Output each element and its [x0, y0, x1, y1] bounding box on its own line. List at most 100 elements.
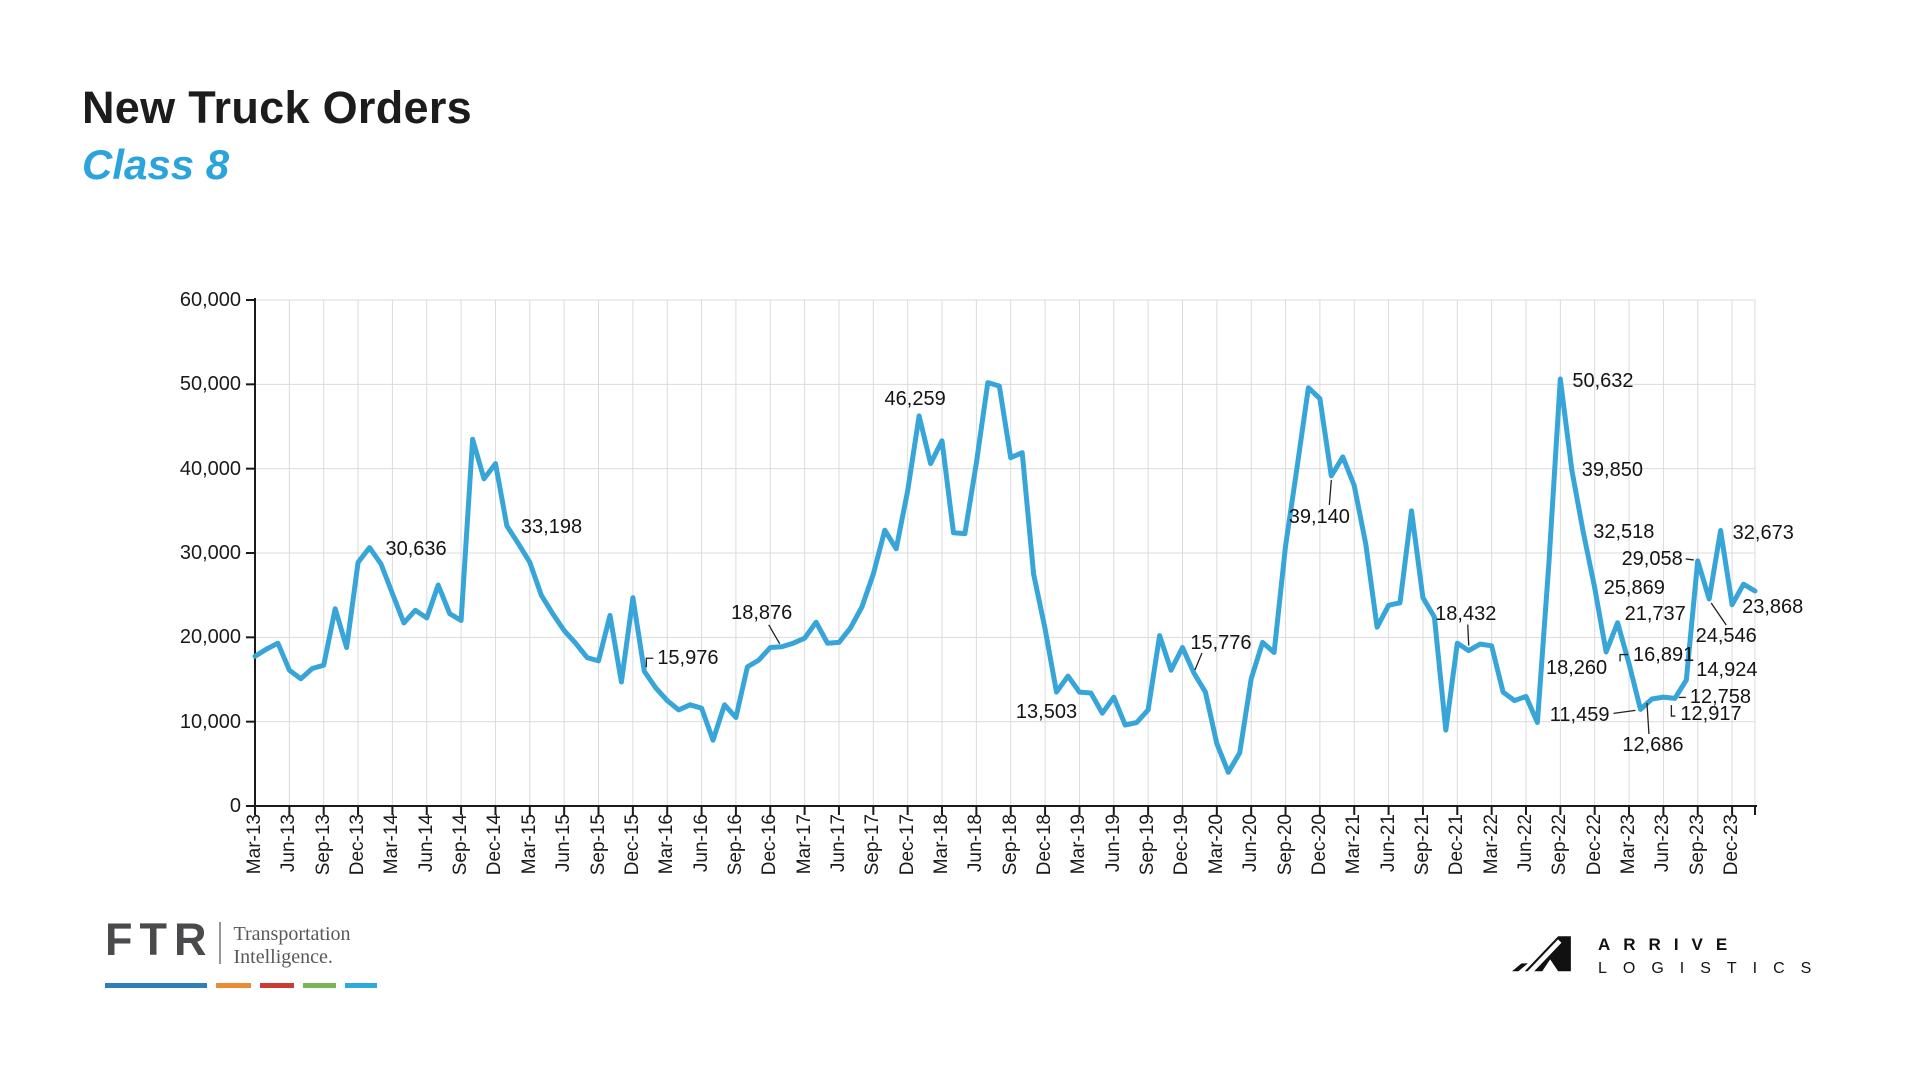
annotation-leader — [645, 657, 654, 668]
x-tick-label: Sep-21 — [1411, 814, 1433, 876]
data-label: 24,546 — [1695, 624, 1757, 647]
annotation-leader — [1710, 602, 1727, 626]
data-label: 18,876 — [731, 601, 793, 624]
arrive-logo-icon — [1512, 936, 1571, 973]
x-tick-label: Sep-15 — [587, 814, 609, 876]
annotation-leader — [1613, 709, 1636, 715]
x-tick-label: Dec-15 — [621, 814, 643, 876]
x-tick-label: Jun-13 — [278, 814, 300, 873]
ftr-color-bars — [105, 983, 386, 988]
x-tick-label: Jun-23 — [1652, 814, 1674, 873]
data-label: 14,924 — [1696, 659, 1758, 682]
x-tick-label: Sep-20 — [1274, 814, 1296, 876]
arrive-logo-line1: ARRIVE — [1598, 935, 1741, 954]
x-tick-label: Jun-20 — [1240, 814, 1262, 873]
x-tick-label: Jun-17 — [827, 814, 849, 873]
data-label: 16,891 — [1633, 643, 1695, 666]
data-label: 50,632 — [1572, 370, 1634, 392]
annotation-leader — [1328, 479, 1332, 505]
ftr-tagline-line1: Transportation — [233, 923, 351, 945]
data-label: 11,459 — [1549, 704, 1610, 727]
x-tick-label: Sep-23 — [1686, 814, 1708, 876]
x-tick-label: Sep-17 — [862, 814, 884, 876]
arrive-logistics-logo: ARRIVE LOGISTICS — [1512, 933, 1827, 978]
data-label: 18,432 — [1435, 602, 1497, 625]
annotation-leader — [1194, 652, 1203, 671]
data-label: 46,259 — [884, 387, 946, 410]
x-tick-label: Sep-13 — [312, 814, 334, 876]
x-tick-label: Mar-21 — [1343, 814, 1365, 875]
data-label: 12,686 — [1622, 734, 1684, 756]
data-label: 15,976 — [657, 647, 719, 670]
x-tick-label: Mar-17 — [793, 814, 815, 875]
y-tick-label: 60,000 — [179, 289, 241, 311]
x-tick-label: Dec-13 — [347, 814, 369, 876]
x-tick-label: Jun-16 — [690, 814, 712, 873]
data-label: 25,869 — [1603, 576, 1665, 599]
x-tick-label: Jun-15 — [553, 814, 575, 873]
ftr-tagline-line2: Intelligence. — [233, 946, 333, 968]
ftr-logo: FTR Transportation Intelligence. — [105, 914, 386, 988]
y-tick-label: 50,000 — [179, 373, 241, 396]
x-tick-label: Mar-23 — [1618, 814, 1640, 875]
x-tick-label: Sep-22 — [1549, 814, 1571, 876]
arrive-logo-line2: LOGISTICS — [1598, 960, 1828, 977]
arrive-logo-text: ARRIVE LOGISTICS — [1598, 933, 1827, 978]
x-tick-label: Dec-17 — [896, 814, 918, 876]
x-tick-label: Mar-19 — [1068, 814, 1090, 875]
x-tick-label: Dec-20 — [1308, 814, 1330, 876]
x-tick-label: Sep-18 — [999, 814, 1021, 876]
x-tick-label: Sep-16 — [724, 814, 746, 876]
annotation-leader — [768, 624, 781, 645]
ftr-color-bar — [303, 983, 336, 988]
data-label: 29,058 — [1621, 547, 1683, 570]
x-tick-label: Dec-22 — [1583, 814, 1605, 876]
ftr-color-bar — [260, 983, 294, 988]
x-tick-label: Mar-22 — [1480, 814, 1502, 875]
data-label: 12,758 — [1689, 686, 1752, 709]
ftr-logo-row: FTR Transportation Intelligence. — [105, 914, 386, 969]
x-tick-label: Dec-21 — [1446, 814, 1468, 876]
x-tick-label: Dec-14 — [484, 814, 506, 876]
data-label: 30,636 — [385, 537, 447, 560]
x-tick-label: Dec-18 — [1034, 814, 1056, 876]
x-tick-label: Dec-16 — [759, 814, 781, 876]
data-label: 39,140 — [1288, 505, 1350, 528]
x-tick-label: Mar-18 — [931, 814, 953, 875]
annotation-leader — [1467, 624, 1470, 646]
data-label: 15,776 — [1190, 631, 1252, 654]
annotation-leader — [1619, 653, 1629, 662]
y-tick-label: 40,000 — [179, 457, 241, 480]
ftr-color-bar — [105, 983, 207, 988]
x-tick-label: Dec-19 — [1171, 814, 1193, 876]
x-tick-label: Jun-14 — [415, 814, 437, 873]
y-tick-label: 20,000 — [179, 626, 241, 649]
ftr-color-bar — [345, 983, 377, 988]
data-label: 13,503 — [1015, 701, 1078, 724]
x-tick-label: Mar-14 — [381, 814, 403, 875]
data-label: 23,868 — [1742, 595, 1804, 618]
x-tick-label: Dec-23 — [1721, 814, 1743, 876]
page-subtitle: Class 8 — [82, 141, 230, 188]
y-tick-label: 0 — [229, 795, 241, 817]
data-label: 12,917 — [1680, 703, 1742, 726]
ftr-logo-text: FTR — [105, 914, 214, 965]
y-tick-label: 10,000 — [179, 710, 241, 733]
x-tick-label: Sep-19 — [1137, 814, 1159, 876]
annotation-leader — [1685, 558, 1694, 561]
data-label: 32,518 — [1593, 520, 1655, 543]
orders-line — [252, 376, 1758, 775]
x-tick-label: Jun-22 — [1514, 814, 1536, 873]
ftr-color-bar — [216, 983, 251, 988]
x-tick-label: Mar-13 — [244, 814, 265, 875]
data-label: 33,198 — [520, 516, 583, 539]
x-tick-label: Sep-14 — [450, 814, 472, 876]
x-tick-label: Mar-20 — [1205, 814, 1227, 875]
x-tick-label: Jun-18 — [965, 814, 987, 873]
ftr-tagline: Transportation Intelligence. — [233, 922, 350, 969]
ftr-logo-divider — [219, 922, 222, 964]
annotation-leader — [1646, 702, 1650, 735]
page-title: New Truck Orders — [82, 82, 472, 133]
